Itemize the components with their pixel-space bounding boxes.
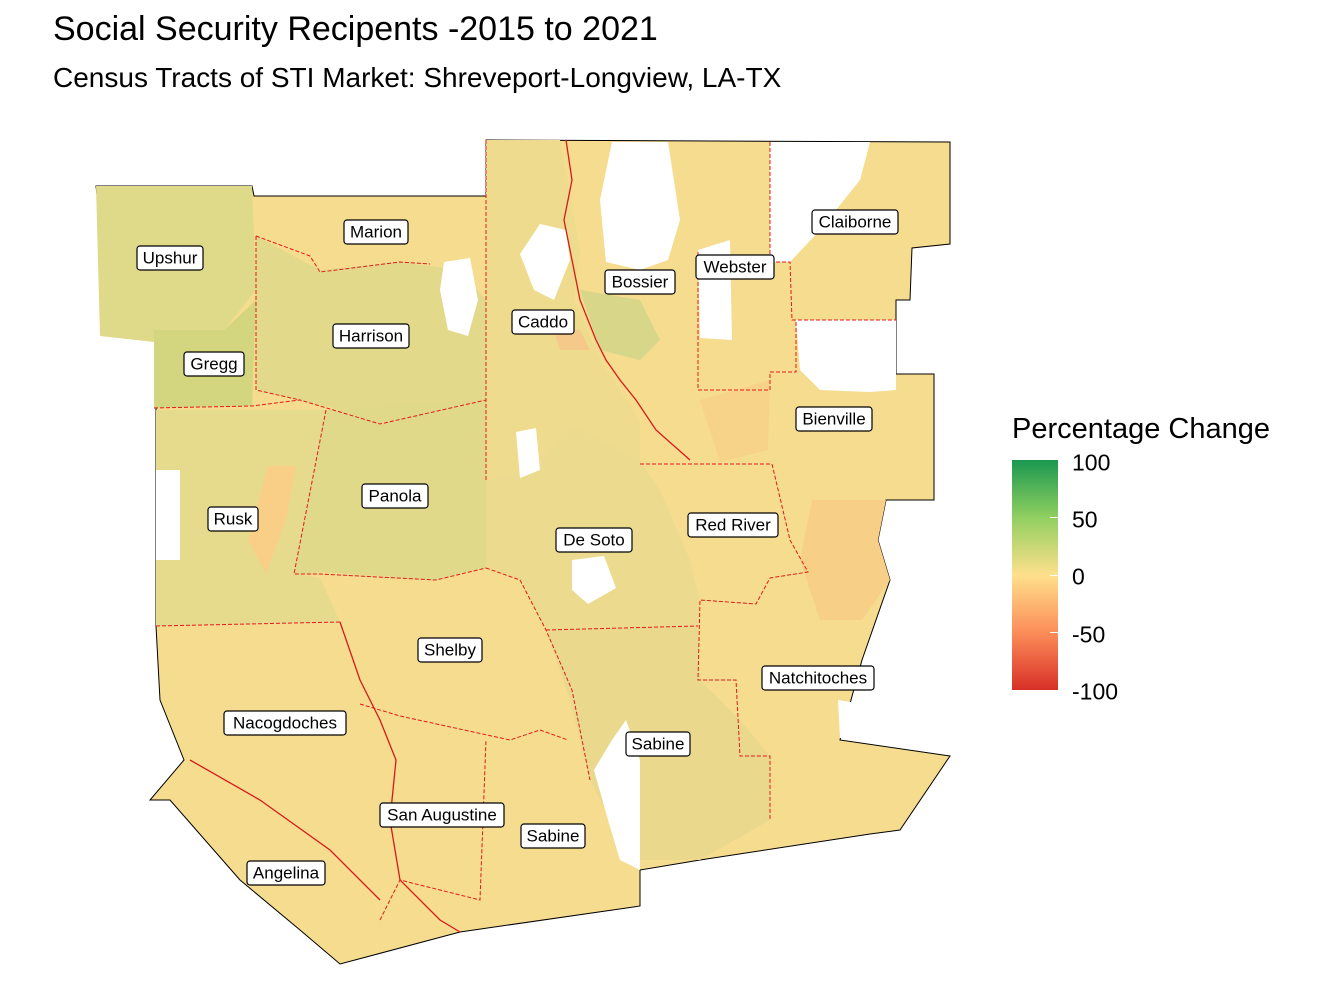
svg-text:Harrison: Harrison bbox=[339, 326, 403, 345]
nodata-sabine-la bbox=[594, 720, 640, 870]
svg-text:Rusk: Rusk bbox=[214, 509, 253, 528]
county-label-bienville: Bienville bbox=[795, 406, 873, 432]
county-label-harrison: Harrison bbox=[332, 323, 410, 349]
svg-text:Nacogdoches: Nacogdoches bbox=[233, 713, 337, 732]
county-label-redriver: Red River bbox=[687, 512, 779, 538]
county-label-angelina: Angelina bbox=[246, 860, 326, 886]
legend-tick-label: 100 bbox=[1072, 449, 1111, 476]
legend-tick-label: -50 bbox=[1072, 621, 1106, 648]
svg-text:Natchitoches: Natchitoches bbox=[769, 668, 867, 687]
nodata-harrison-east bbox=[440, 258, 478, 336]
svg-text:Angelina: Angelina bbox=[253, 863, 320, 882]
svg-text:Gregg: Gregg bbox=[190, 354, 237, 373]
county-label-marion: Marion bbox=[343, 219, 409, 245]
county-label-gregg: Gregg bbox=[183, 351, 245, 377]
nodata-bossier bbox=[600, 142, 680, 270]
county-label-san-augustine: San Augustine bbox=[379, 802, 505, 828]
svg-text:Red River: Red River bbox=[695, 515, 771, 534]
county-label-upshur: Upshur bbox=[136, 245, 204, 271]
svg-text:Caddo: Caddo bbox=[518, 312, 568, 331]
county-label-panola: Panola bbox=[361, 483, 429, 509]
county-label-claiborne: Claiborne bbox=[811, 209, 899, 235]
map-title: Social Security Recipents -2015 to 2021 bbox=[53, 10, 658, 48]
legend-tick-label: 50 bbox=[1072, 506, 1098, 533]
nodata-natchitoches bbox=[838, 700, 862, 740]
svg-text:Upshur: Upshur bbox=[143, 248, 198, 267]
svg-text:De Soto: De Soto bbox=[563, 530, 624, 549]
county-label-desoto: De Soto bbox=[555, 527, 633, 553]
svg-text:Bossier: Bossier bbox=[612, 272, 669, 291]
river-lines bbox=[189, 139, 691, 933]
svg-text:Bienville: Bienville bbox=[802, 409, 865, 428]
county-label-natchitoches: Natchitoches bbox=[761, 665, 875, 691]
legend-tickmark bbox=[1050, 632, 1058, 633]
nodata-caddo-south bbox=[516, 428, 540, 478]
svg-text:San Augustine: San Augustine bbox=[387, 805, 497, 824]
tract-orange-2 bbox=[248, 466, 296, 574]
svg-text:Shelby: Shelby bbox=[424, 640, 476, 659]
tract-orange-3 bbox=[700, 380, 770, 462]
county-label-sabine-tx: Sabine bbox=[520, 823, 586, 849]
map-subtitle: Census Tracts of STI Market: Shreveport-… bbox=[53, 62, 782, 93]
county-label-nacogdoches: Nacogdoches bbox=[223, 710, 347, 736]
legend-tickmark bbox=[1050, 575, 1058, 576]
legend-title: Percentage Change bbox=[1012, 413, 1270, 445]
legend-tick-label: -100 bbox=[1072, 678, 1119, 705]
nodata-claiborne bbox=[770, 142, 870, 262]
tract-orange-1 bbox=[800, 500, 890, 620]
county-label-shelby: Shelby bbox=[417, 637, 483, 663]
county-label-rusk: Rusk bbox=[207, 506, 259, 532]
county-label-caddo: Caddo bbox=[511, 309, 575, 335]
svg-text:Marion: Marion bbox=[350, 222, 402, 241]
tract-desoto bbox=[486, 424, 700, 630]
svg-text:Sabine: Sabine bbox=[632, 734, 685, 753]
nodata-caddo-west bbox=[520, 224, 570, 300]
svg-text:Webster: Webster bbox=[704, 257, 767, 276]
svg-text:Sabine: Sabine bbox=[527, 826, 580, 845]
nodata-bienville bbox=[796, 320, 896, 392]
county-label-sabine-la: Sabine bbox=[625, 731, 691, 757]
svg-text:Claiborne: Claiborne bbox=[819, 212, 892, 231]
nodata-desoto bbox=[572, 556, 616, 604]
tract-orange-4 bbox=[554, 330, 590, 350]
county-label-webster: Webster bbox=[695, 254, 775, 280]
legend-tickmark bbox=[1050, 517, 1058, 518]
nodata-rusk-west bbox=[156, 470, 180, 560]
tract-bossier-green bbox=[580, 290, 660, 360]
county-label-bossier: Bossier bbox=[604, 269, 676, 295]
legend-tick-label: 0 bbox=[1072, 563, 1085, 590]
svg-text:Panola: Panola bbox=[369, 486, 422, 505]
